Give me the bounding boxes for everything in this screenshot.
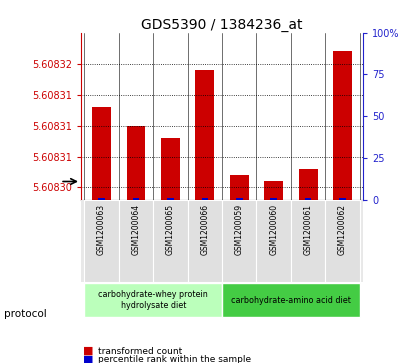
Bar: [291, 200, 325, 282]
Text: GSM1200062: GSM1200062: [338, 204, 347, 255]
Bar: [299, 169, 317, 200]
Bar: [305, 198, 311, 200]
Text: GSM1200065: GSM1200065: [166, 204, 175, 255]
Bar: [264, 181, 283, 200]
Bar: [256, 200, 291, 282]
Bar: [188, 200, 222, 282]
Bar: [230, 175, 249, 200]
Bar: [222, 284, 360, 317]
Bar: [333, 51, 352, 200]
Text: GSM1200063: GSM1200063: [97, 204, 106, 255]
Text: GSM1200064: GSM1200064: [132, 204, 141, 255]
Bar: [325, 200, 360, 282]
Bar: [133, 198, 139, 200]
Title: GDS5390 / 1384236_at: GDS5390 / 1384236_at: [141, 18, 303, 32]
Bar: [339, 198, 346, 200]
Bar: [236, 198, 242, 200]
Text: carbohydrate-whey protein
hydrolysate diet: carbohydrate-whey protein hydrolysate di…: [98, 290, 208, 310]
Text: percentile rank within the sample: percentile rank within the sample: [98, 355, 251, 363]
Text: protocol: protocol: [4, 309, 47, 319]
Text: transformed count: transformed count: [98, 347, 182, 355]
Bar: [270, 198, 277, 200]
Text: GSM1200061: GSM1200061: [303, 204, 312, 255]
Bar: [195, 70, 214, 200]
Text: GSM1200066: GSM1200066: [200, 204, 209, 255]
Text: carbohydrate-amino acid diet: carbohydrate-amino acid diet: [231, 296, 351, 305]
Bar: [92, 107, 111, 200]
Text: GSM1200059: GSM1200059: [235, 204, 244, 255]
Bar: [119, 200, 153, 282]
Text: ■: ■: [83, 346, 93, 356]
Bar: [127, 126, 145, 200]
Text: ■: ■: [83, 354, 93, 363]
Bar: [202, 198, 208, 200]
Bar: [167, 198, 174, 200]
Bar: [98, 198, 105, 200]
Text: GSM1200060: GSM1200060: [269, 204, 278, 255]
Bar: [222, 200, 256, 282]
Bar: [84, 284, 222, 317]
Bar: [84, 200, 119, 282]
Bar: [161, 138, 180, 200]
Bar: [153, 200, 188, 282]
